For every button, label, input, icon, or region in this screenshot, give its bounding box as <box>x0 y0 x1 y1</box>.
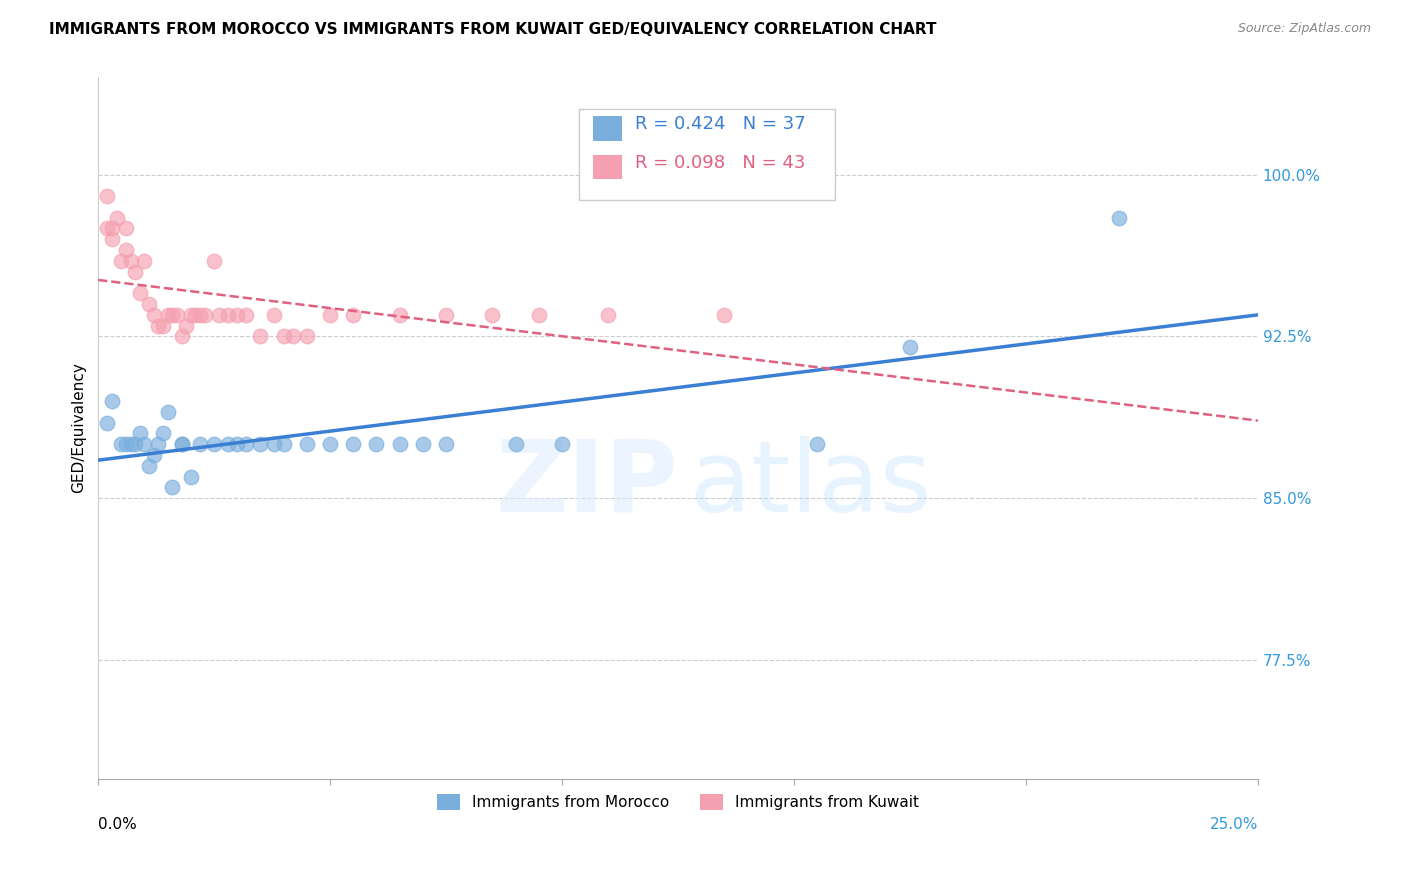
Point <box>202 253 225 268</box>
Point <box>110 437 132 451</box>
Text: IMMIGRANTS FROM MOROCCO VS IMMIGRANTS FROM KUWAIT GED/EQUIVALENCY CORRELATION CH: IMMIGRANTS FROM MOROCCO VS IMMIGRANTS FR… <box>49 22 936 37</box>
Point <box>342 308 364 322</box>
Point <box>249 437 271 451</box>
Text: atlas: atlas <box>689 435 931 533</box>
Point <box>598 308 620 322</box>
Point <box>434 308 457 322</box>
FancyBboxPatch shape <box>579 109 835 200</box>
Point <box>148 318 170 333</box>
Point <box>273 437 295 451</box>
Point <box>180 308 202 322</box>
Point <box>162 480 184 494</box>
Point <box>115 437 138 451</box>
Point <box>263 308 285 322</box>
Point <box>166 308 188 322</box>
Point <box>319 308 342 322</box>
Point <box>295 437 318 451</box>
Point <box>101 394 124 409</box>
Point <box>134 437 156 451</box>
Point <box>273 329 295 343</box>
Point <box>208 308 231 322</box>
Point <box>388 437 411 451</box>
Point <box>202 437 225 451</box>
Point <box>217 308 239 322</box>
Point <box>142 308 165 322</box>
Point <box>142 448 165 462</box>
Point <box>115 221 138 235</box>
Point <box>174 318 197 333</box>
Point <box>96 189 118 203</box>
Point <box>148 437 170 451</box>
Point <box>412 437 434 451</box>
Point <box>96 221 118 235</box>
Point <box>342 437 364 451</box>
FancyBboxPatch shape <box>593 154 623 179</box>
Point <box>806 437 828 451</box>
Point <box>263 437 285 451</box>
Point <box>505 437 527 451</box>
Text: R = 0.424   N = 37: R = 0.424 N = 37 <box>636 115 806 134</box>
Point <box>115 243 138 257</box>
Point <box>138 297 160 311</box>
Point <box>713 308 735 322</box>
Point <box>96 416 118 430</box>
Point <box>527 308 550 322</box>
Point <box>124 264 146 278</box>
Point <box>120 437 142 451</box>
Point <box>156 308 179 322</box>
Point <box>124 437 146 451</box>
Point <box>388 308 411 322</box>
Point <box>481 308 503 322</box>
Text: Source: ZipAtlas.com: Source: ZipAtlas.com <box>1237 22 1371 36</box>
Point <box>110 253 132 268</box>
Point <box>101 232 124 246</box>
Point <box>184 308 207 322</box>
Point <box>194 308 217 322</box>
Point <box>249 329 271 343</box>
Point <box>156 405 179 419</box>
Y-axis label: GED/Equivalency: GED/Equivalency <box>72 362 86 493</box>
Point <box>295 329 318 343</box>
Point <box>105 211 128 225</box>
Legend: Immigrants from Morocco, Immigrants from Kuwait: Immigrants from Morocco, Immigrants from… <box>430 789 925 816</box>
Point <box>152 426 174 441</box>
Point <box>170 329 193 343</box>
Point <box>188 437 211 451</box>
Point <box>366 437 388 451</box>
Point <box>188 308 211 322</box>
Point <box>1108 211 1130 225</box>
Point <box>217 437 239 451</box>
Point <box>180 469 202 483</box>
Point <box>235 437 257 451</box>
Point <box>138 458 160 473</box>
Point <box>152 318 174 333</box>
Point <box>120 253 142 268</box>
Text: ZIP: ZIP <box>495 435 678 533</box>
Point <box>551 437 574 451</box>
Point <box>434 437 457 451</box>
Point <box>128 286 150 301</box>
FancyBboxPatch shape <box>593 116 623 141</box>
Point <box>101 221 124 235</box>
Point <box>170 437 193 451</box>
Point <box>319 437 342 451</box>
Text: 0.0%: 0.0% <box>98 817 136 832</box>
Point <box>134 253 156 268</box>
Point <box>226 437 249 451</box>
Point <box>281 329 304 343</box>
Text: 25.0%: 25.0% <box>1209 817 1258 832</box>
Point <box>235 308 257 322</box>
Point <box>226 308 249 322</box>
Text: R = 0.098   N = 43: R = 0.098 N = 43 <box>636 154 806 172</box>
Point <box>162 308 184 322</box>
Point <box>898 340 921 354</box>
Point <box>170 437 193 451</box>
Point <box>128 426 150 441</box>
